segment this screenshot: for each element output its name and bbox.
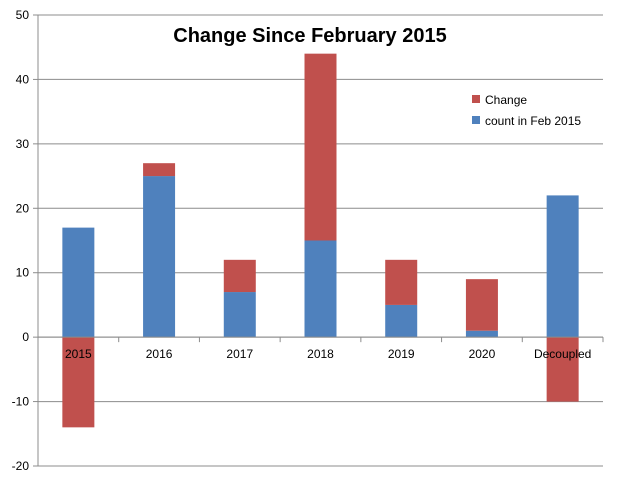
bar-count-2020 [465,330,498,338]
legend-label-count: count in Feb 2015 [485,114,581,128]
y-tick-label-10: 10 [16,266,30,280]
x-tick-label-2019: 2019 [388,347,415,361]
y-tick-label-50: 50 [16,8,30,22]
bar-count-2018 [304,240,337,338]
bar-change-2017 [223,259,256,293]
x-tick-labels: 2015 2016 2017 2018 2019 2020 Decoupled [65,347,591,361]
y-tick-label--10: -10 [12,395,30,409]
bars [62,53,579,428]
bar-change-2019 [385,259,418,305]
x-tick-label-2018: 2018 [307,347,334,361]
legend-swatch-change [472,95,480,103]
bar-change-2016 [143,163,176,177]
bar-change-2018 [304,53,337,241]
bar-change-decoupled [546,337,579,402]
y-tick-labels: -20 -10 0 10 20 30 40 50 [12,8,30,473]
bar-count-decoupled [546,195,579,338]
bar-count-2019 [385,304,418,338]
y-tick-label-20: 20 [16,201,30,215]
axes [33,14,604,467]
chart-title: Change Since February 2015 [173,25,446,47]
bar-count-2017 [223,292,256,338]
x-tick-label-2020: 2020 [469,347,496,361]
x-tick-label-2016: 2016 [146,347,173,361]
y-tick-label-30: 30 [16,137,30,151]
y-tick-label-0: 0 [22,330,29,344]
bar-change-2015 [62,337,95,428]
x-tick-label-2015: 2015 [65,347,92,361]
legend-label-change: Change [485,93,527,107]
y-tick-label--20: -20 [12,459,30,473]
legend-swatch-count [472,116,480,124]
legend: Change count in Feb 2015 [472,93,581,128]
bar-change-2020 [465,279,498,331]
y-tick-label-40: 40 [16,72,30,86]
x-tick-label-2017: 2017 [226,347,253,361]
bar-count-2016 [143,176,176,338]
bar-count-2015 [62,227,95,338]
x-tick-label-decoupled: Decoupled [534,347,591,361]
